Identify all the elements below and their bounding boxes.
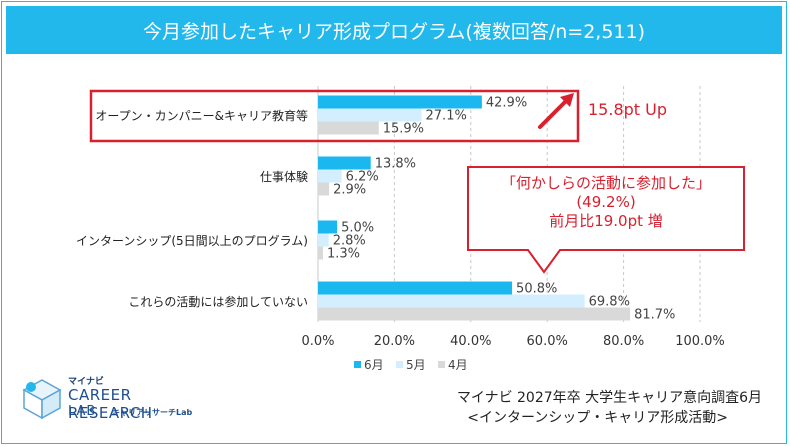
logo-cube-icon [22,379,62,420]
bar [318,294,585,308]
data-label: 42.9% [486,96,527,111]
data-label: 5.0% [341,221,374,236]
up-arrow-icon [538,98,569,129]
data-label: 15.9% [383,122,424,137]
legend-swatch [354,361,361,368]
category-label: インターンシップ(5日間以上のプログラム) [76,234,308,248]
data-label: 27.1% [426,109,467,124]
legend-label: 5月 [406,358,426,372]
logo: マイナビ CAREER RESEARCH LAB キャリアリサーチLab [20,374,220,422]
callout-line1: 「何かしらの活動に参加した」 [500,174,711,192]
category-label: 仕事体験 [260,169,308,184]
x-tick-label: 60.0% [527,334,568,349]
up-note: 15.8pt Up [588,100,668,119]
x-tick-label: 20.0% [374,334,415,349]
data-label: 13.8% [375,157,416,172]
highlight-box [89,89,580,143]
source-line1: マイナビ 2027年卒 大学生キャリア意向調査6月 [456,390,762,406]
x-tick-label: 100.0% [675,334,725,349]
data-label: 6.2% [346,170,379,185]
source-line2: <インターンシップ・キャリア形成活動> [467,410,728,426]
bar [318,182,330,196]
logo-brand: マイナビ [68,377,104,387]
legend-swatch [438,361,445,368]
legend-label: 6月 [364,358,384,372]
data-label: 2.9% [333,183,366,198]
bar [318,156,371,170]
x-tick-label: 0.0% [301,334,334,349]
bar [318,307,631,321]
callout-line2: (49.2%) [576,193,636,211]
chart-title: 今月参加したキャリア形成プログラム(複数回答/n=2,511) [6,6,782,54]
bar [318,121,379,135]
bar [318,281,513,295]
up-arrow-head-icon [560,93,574,107]
callout-text: 「何かしらの活動に参加した」 (49.2%) 前月比19.0pt 増 [470,174,742,231]
bar [318,169,342,183]
logo-name-line2: LAB [68,404,97,419]
data-label: 69.8% [589,295,630,310]
data-label: 1.3% [327,247,360,262]
bar [318,246,323,260]
bar [318,220,338,234]
data-label: 50.8% [516,282,557,297]
legend-label: 4月 [448,358,468,372]
x-tick-label: 40.0% [450,334,491,349]
legend-swatch [396,361,403,368]
bar [318,95,482,109]
category-label: オープン・カンパニー&キャリア教育等 [95,108,308,123]
category-label: これらの活動には参加していない [128,294,308,309]
callout-box [467,166,745,274]
logo-sub: キャリアリサーチLab [112,408,193,417]
data-label: 2.8% [333,234,366,249]
callout-line3: 前月比19.0pt 増 [549,212,663,230]
logo-name-line1: CAREER RESEARCH [68,386,153,422]
bar [318,108,422,122]
data-label: 81.7% [634,308,675,323]
x-tick-label: 80.0% [603,334,644,349]
bar [318,233,329,247]
